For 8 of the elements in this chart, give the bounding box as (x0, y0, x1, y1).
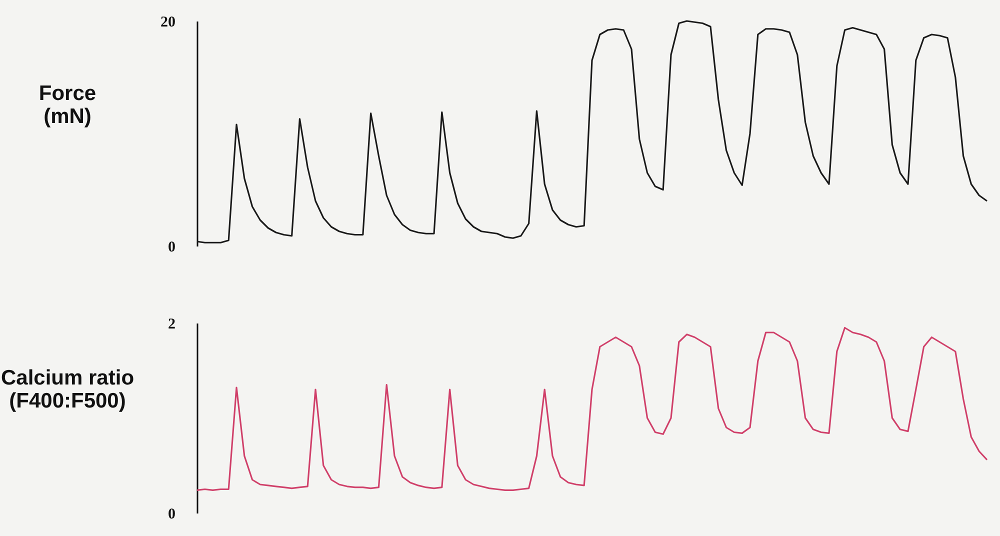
line-series (196, 20, 988, 244)
y-tick-label: 20 (160, 14, 176, 30)
y-tick-label: 2 (168, 316, 176, 332)
y-tick-label: 0 (168, 240, 176, 256)
y-tick-label: 0 (168, 506, 176, 522)
y-axis-title: Force (mN) (38, 82, 96, 128)
y-axis-title: Calcium ratio (F400:F500) (0, 366, 134, 412)
line-series (196, 326, 988, 491)
